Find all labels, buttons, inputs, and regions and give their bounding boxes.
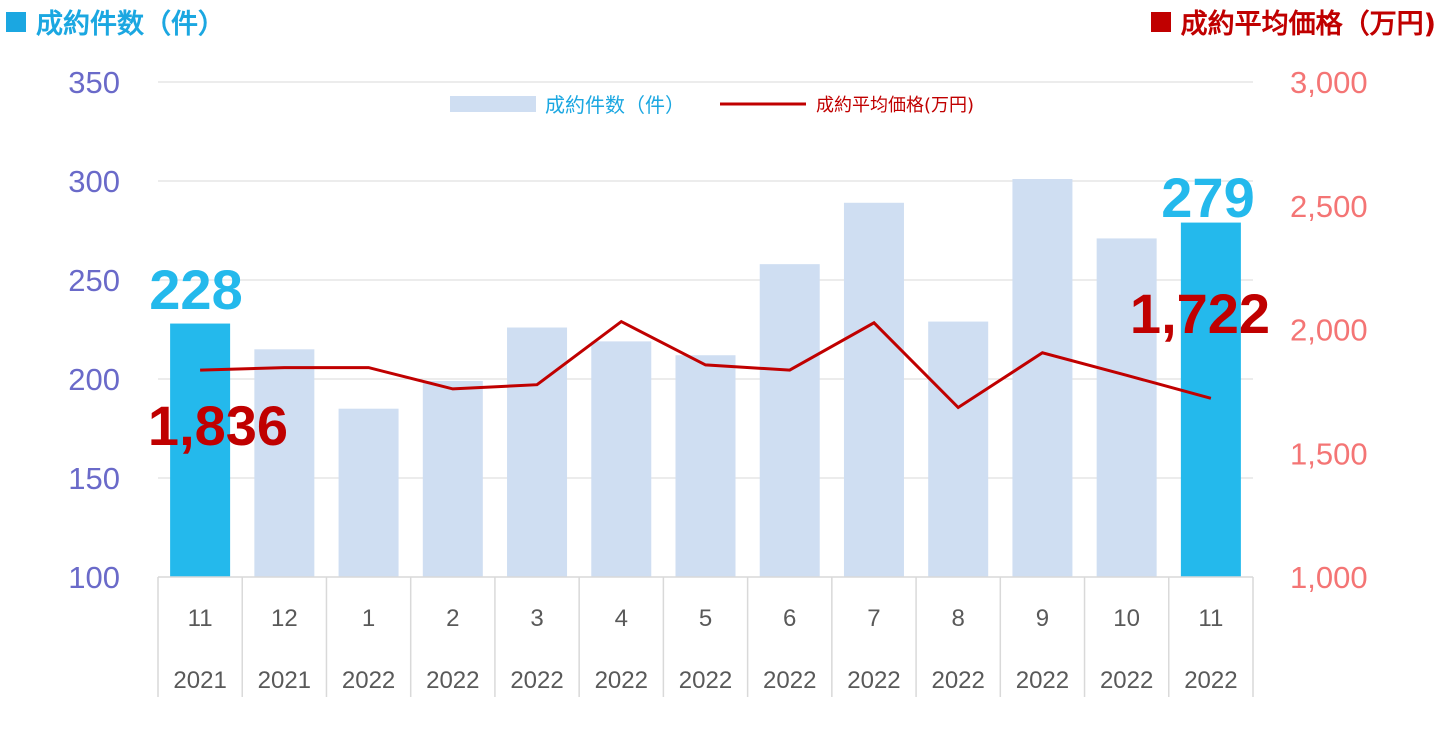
x-month-label: 8	[952, 605, 965, 632]
x-year-label: 2021	[258, 667, 311, 694]
bar	[675, 355, 736, 577]
bar	[254, 349, 315, 577]
bar	[591, 341, 652, 577]
x-month-label: 10	[1113, 605, 1140, 632]
bar	[507, 327, 568, 577]
right-y-axis: 1,000 1,500 2,000 2,500 3,000	[1290, 65, 1368, 595]
left-tick-label: 200	[68, 362, 120, 397]
x-year-label: 2022	[763, 667, 816, 694]
bar	[338, 408, 399, 577]
right-tick-label: 1,000	[1290, 560, 1368, 595]
first-line-callout: 1,836	[148, 394, 288, 457]
right-tick-label: 1,500	[1290, 436, 1368, 471]
callout-labels: 228 279 1,836 1,722	[148, 166, 1270, 457]
x-month-label: 11	[1198, 605, 1223, 632]
x-year-label: 2022	[426, 667, 479, 694]
x-year-label: 2022	[1100, 667, 1153, 694]
x-month-label: 4	[615, 605, 628, 632]
left-tick-label: 150	[68, 461, 120, 496]
bar	[928, 321, 989, 577]
bar	[1096, 238, 1157, 578]
x-year-label: 2022	[510, 667, 563, 694]
right-tick-label: 3,000	[1290, 65, 1368, 100]
right-header-square-icon	[1150, 12, 1171, 32]
first-bar-callout: 228	[149, 258, 242, 321]
x-month-label: 1	[362, 605, 375, 632]
legend: 成約件数（件） 成約平均価格(万円)	[450, 93, 974, 117]
left-axis-header: 成約件数（件）	[6, 2, 225, 41]
price-line	[200, 319, 1212, 410]
left-tick-label: 300	[68, 164, 120, 199]
x-month-label: 11	[188, 605, 213, 632]
x-year-label: 2022	[595, 667, 648, 694]
bar	[422, 380, 483, 577]
bar	[759, 264, 820, 577]
legend-line-label: 成約平均価格(万円)	[816, 95, 974, 116]
bar-series	[170, 179, 1241, 578]
x-month-label: 5	[699, 605, 712, 632]
x-month-label: 9	[1036, 605, 1049, 632]
left-tick-label: 100	[68, 560, 120, 595]
x-month-label: 12	[271, 605, 298, 632]
x-year-label: 2022	[1016, 667, 1069, 694]
bar	[1012, 179, 1073, 577]
right-tick-label: 2,000	[1290, 313, 1368, 348]
x-month-label: 3	[530, 605, 543, 632]
last-bar-callout: 279	[1161, 166, 1254, 229]
left-y-axis: 100 150 200 250 300 350	[68, 65, 120, 595]
bar	[1180, 222, 1241, 577]
left-header-text: 成約件数（件）	[36, 9, 225, 40]
right-tick-label: 2,500	[1290, 189, 1368, 224]
bar	[170, 323, 231, 577]
x-month-label: 2	[446, 605, 459, 632]
x-year-label: 2022	[931, 667, 984, 694]
x-axis-table: 11 2021 12 2021 1 2022 2 2022 3 2022 4 2022 5 2022 6 20…	[157, 576, 1254, 697]
x-year-label: 2021	[173, 667, 226, 694]
x-year-label: 2022	[1184, 667, 1237, 694]
legend-bar-label: 成約件数（件）	[545, 93, 685, 117]
left-header-square-icon	[6, 12, 26, 32]
x-month-label: 7	[867, 605, 880, 632]
x-year-label: 2022	[342, 667, 395, 694]
x-year-label: 2022	[679, 667, 732, 694]
bar	[843, 202, 904, 577]
left-tick-label: 350	[68, 65, 120, 100]
right-axis-header: 成約平均価格（万円)	[1150, 2, 1436, 41]
legend-bar-swatch	[450, 96, 536, 112]
x-year-label: 2022	[847, 667, 900, 694]
last-line-callout: 1,722	[1130, 282, 1270, 345]
right-header-text: 成約平均価格（万円)	[1180, 9, 1436, 40]
left-tick-label: 250	[68, 263, 120, 298]
x-month-label: 6	[783, 605, 796, 632]
